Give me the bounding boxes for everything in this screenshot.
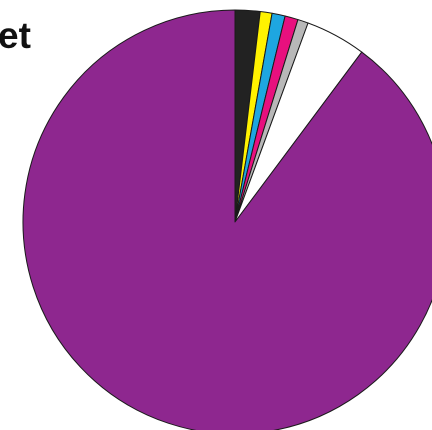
chart-title: et: [0, 15, 31, 56]
pie-slice-6: [22, 9, 432, 430]
